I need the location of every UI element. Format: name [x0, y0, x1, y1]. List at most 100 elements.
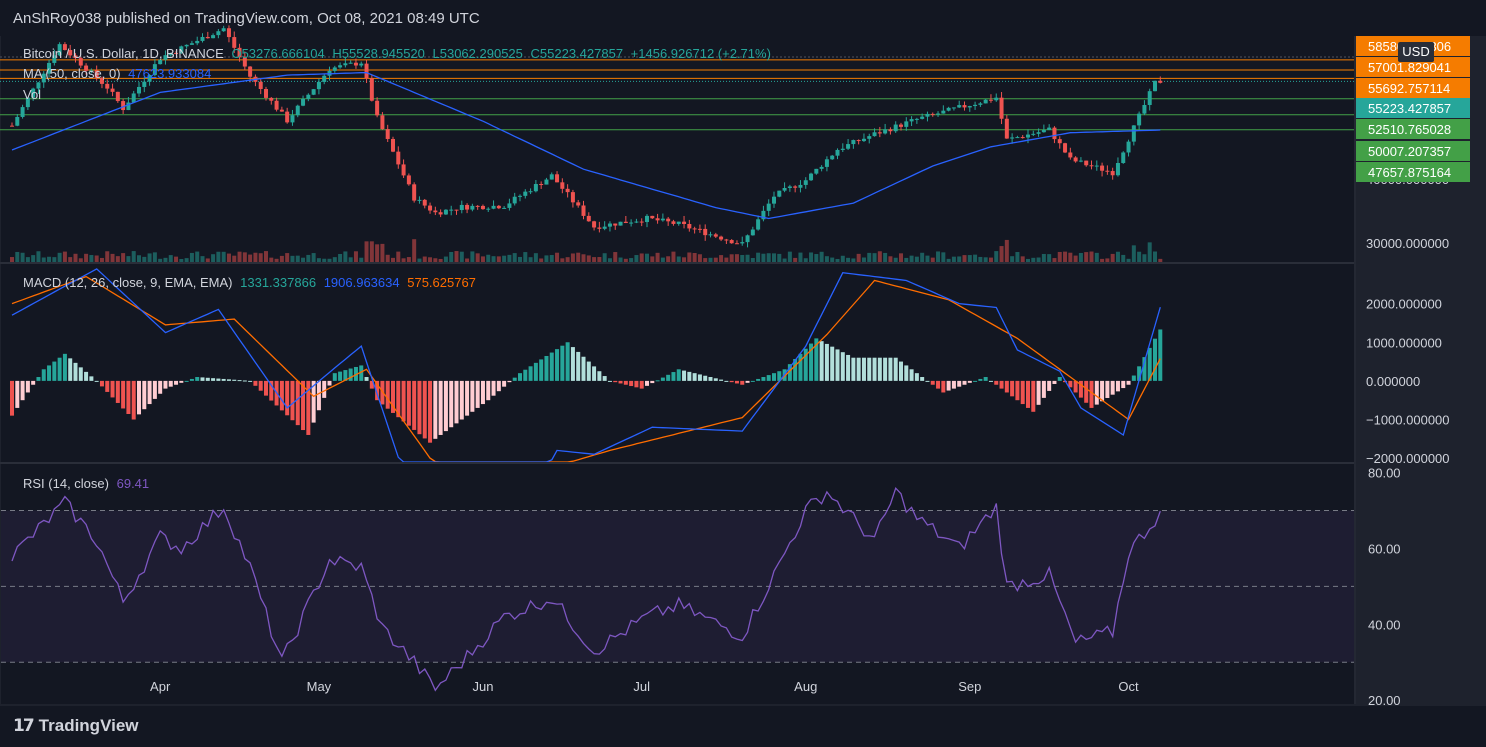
candle-body [15, 116, 20, 126]
macd-histogram-bar [131, 380, 136, 420]
macd-histogram-bar [52, 361, 57, 381]
volume-bar [348, 257, 353, 262]
volume-bar [856, 253, 861, 262]
macd-histogram-bar [856, 357, 861, 381]
candle-body [1100, 165, 1105, 171]
volume-bar [327, 258, 332, 262]
macd-histogram-bar [269, 380, 274, 401]
candle-body [1094, 165, 1099, 167]
volume-bar [115, 256, 120, 262]
macd-histogram-bar [1057, 377, 1062, 381]
macd-histogram-bar [152, 380, 157, 399]
candle-body [264, 89, 268, 98]
volume-bar [988, 257, 993, 262]
volume-bar [1041, 253, 1046, 262]
volume-bar [1057, 251, 1062, 262]
candle-body [285, 111, 290, 123]
macd-histogram-bar [1084, 380, 1089, 403]
macd-histogram-bar [242, 380, 247, 382]
macd-hist-value: 1331.337866 [240, 275, 317, 290]
tradingview-logo[interactable]: 17 TradingView [13, 716, 139, 736]
candle-body [925, 113, 930, 117]
volume-bar [581, 254, 586, 262]
candle-body [1020, 137, 1025, 139]
macd-histogram-bar [761, 377, 766, 381]
macd-histogram-bar [772, 373, 776, 381]
candle-body [110, 88, 115, 92]
candle-body [470, 205, 475, 210]
macd-histogram-bar [1089, 380, 1094, 408]
macd-histogram-bar [814, 338, 819, 381]
macd-histogram-bar [68, 358, 73, 381]
candle-body [131, 93, 136, 103]
candle-body [899, 124, 903, 127]
candle-body [1105, 170, 1110, 172]
macd-histogram-bar [332, 373, 337, 381]
volume-bar [142, 256, 147, 262]
candle-body [734, 243, 739, 245]
volume-bar [221, 251, 226, 262]
volume-bar [978, 256, 983, 262]
macd-histogram-bar [1153, 338, 1157, 381]
volume-bar [745, 254, 750, 262]
volume-bar [724, 257, 729, 262]
volume-bar [623, 258, 628, 262]
volume-bar [983, 257, 988, 262]
candle-body [295, 105, 300, 116]
volume-bar [618, 257, 623, 262]
candle-body [41, 73, 46, 83]
candle-body [1063, 143, 1068, 153]
volume-bar [772, 253, 776, 262]
candle-body [883, 129, 888, 134]
currency-button[interactable]: USD [1398, 42, 1434, 62]
volume-bar [576, 252, 581, 262]
candle-body [581, 205, 586, 216]
macd-histogram-bar [1100, 380, 1105, 402]
candle-body [772, 196, 776, 204]
candle-body [1047, 127, 1052, 130]
candle-body [877, 132, 882, 134]
candle-body [195, 40, 200, 44]
candle-body [1078, 160, 1083, 162]
candle-body [1010, 137, 1015, 139]
candle-body [200, 36, 205, 41]
candle-body [692, 228, 697, 230]
x-tick-label-4: Aug [794, 679, 817, 694]
volume-bar [264, 251, 268, 262]
macd-histogram-bar [200, 377, 205, 381]
macd-histogram-bar [650, 380, 655, 384]
macd-histogram-bar [179, 380, 184, 383]
macd-histogram-bar [57, 357, 62, 381]
candle-body [936, 113, 941, 115]
volume-bar [877, 251, 882, 262]
volume-bar [793, 257, 798, 262]
macd-histogram-bar [369, 380, 374, 389]
volume-bar [814, 254, 819, 262]
macd-histogram-bar [766, 375, 771, 381]
volume-bar [290, 255, 295, 262]
macd-histogram-bar [602, 376, 607, 381]
volume-bar [1026, 258, 1030, 262]
x-tick-label-6: Oct [1118, 679, 1139, 694]
level-label-1: 57001.829041 [1368, 60, 1451, 75]
macd-histogram-bar [391, 380, 395, 413]
candle-body [782, 187, 787, 191]
macd-histogram-bar [121, 380, 126, 409]
volume-bar [99, 257, 104, 262]
macd-histogram-bar [322, 380, 327, 398]
macd-histogram-bar [454, 380, 459, 424]
candle-body [914, 118, 919, 120]
volume-bar [941, 252, 946, 262]
candle-body [205, 36, 210, 39]
macd-histogram-bar [565, 342, 570, 381]
candle-body [279, 109, 284, 112]
macd-histogram-bar [830, 346, 835, 381]
candle-body [417, 199, 422, 201]
candle-body [682, 221, 687, 224]
macd-histogram-bar [84, 371, 89, 381]
macd-histogram-bar [115, 380, 120, 403]
candle-body [84, 65, 89, 71]
volume-bar [840, 255, 845, 262]
volume-bar [369, 241, 374, 262]
